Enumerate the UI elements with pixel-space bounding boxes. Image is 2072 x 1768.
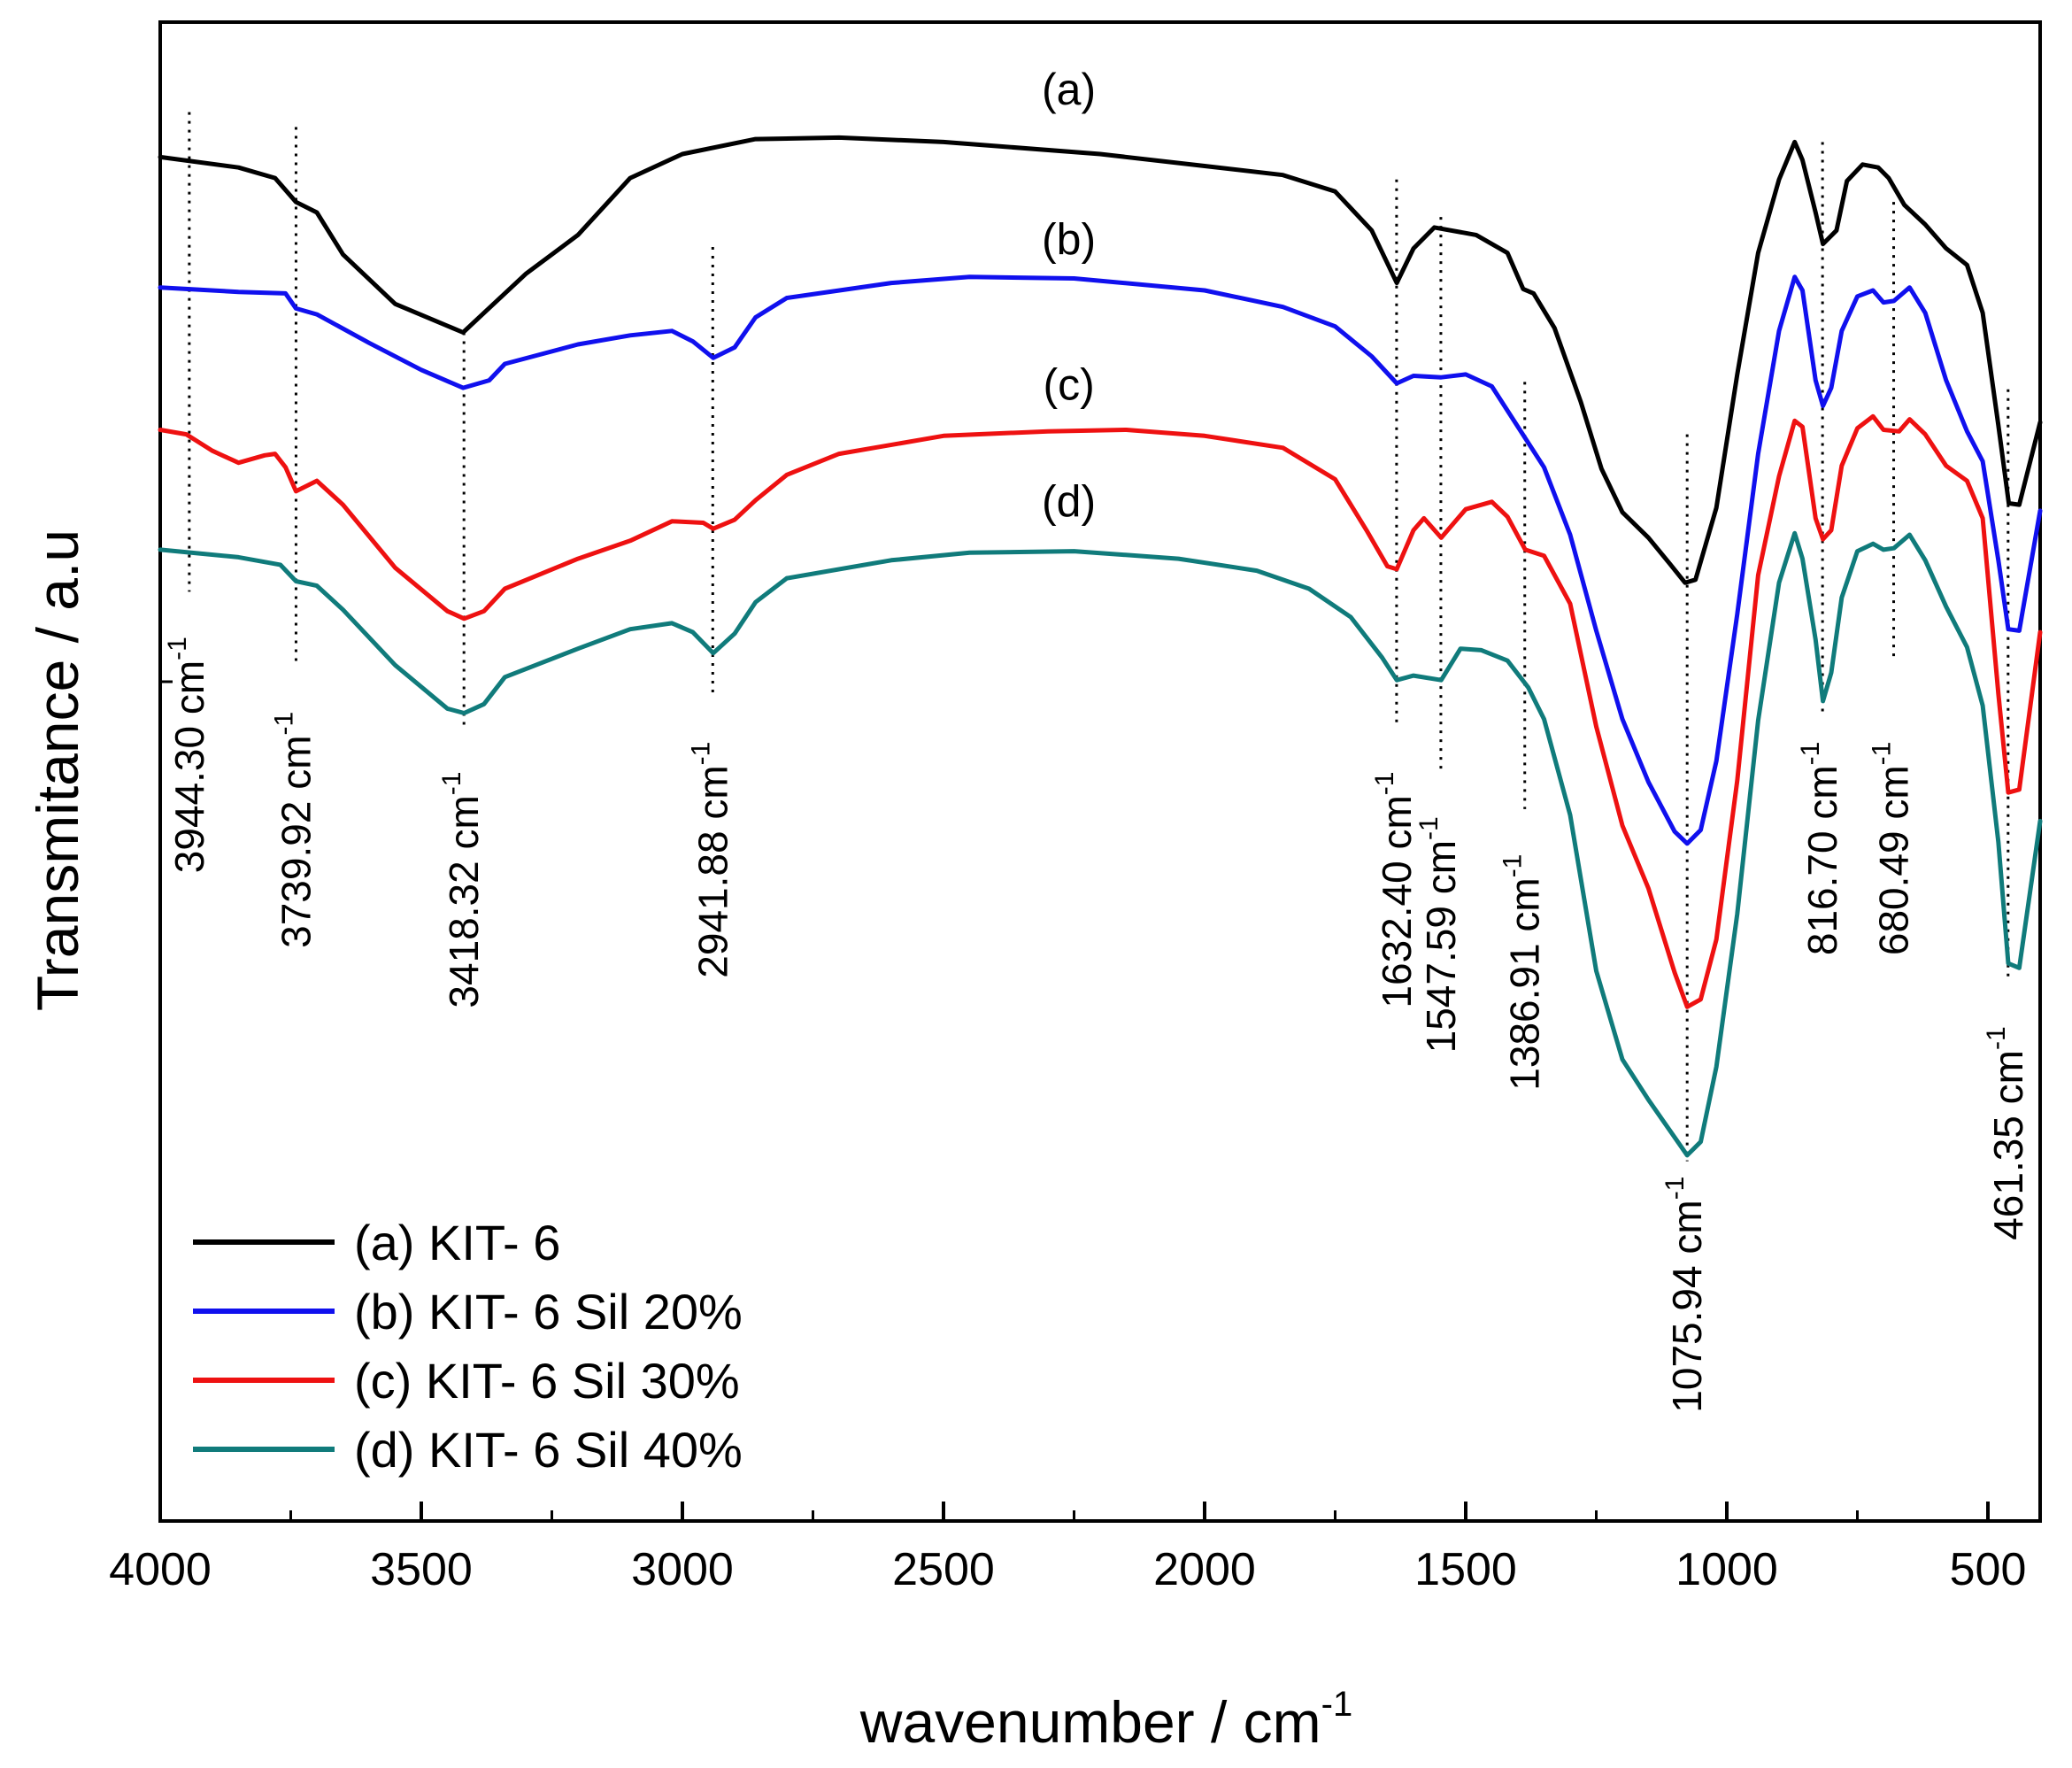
peak-annotations: 3944.30 cm-1 3739.92 cm-1 3418.32 cm-1 2941… xyxy=(163,112,2031,1413)
peak-label: 1386.91 cm-1 xyxy=(1498,854,1548,1091)
legend-entry-label: (a) KIT- 6 xyxy=(354,1215,560,1270)
legend-entry-label: (c) KIT- 6 Sil 30% xyxy=(354,1353,740,1409)
x-tick-label: 500 xyxy=(1950,1544,2027,1595)
legend: (a) KIT- 6 (b) KIT- 6 Sil 20% (c) KIT- 6 S… xyxy=(193,1215,743,1478)
series-line-b xyxy=(158,274,2043,846)
curve-labels: (a) (b) (c) (d) xyxy=(1042,65,1096,527)
y-axis-title: Transmitance / a.u xyxy=(25,529,90,1011)
peak-label: 680.49 cm-1 xyxy=(1868,742,1917,955)
series-line-c xyxy=(158,413,2043,1009)
x-tick-label: 1500 xyxy=(1414,1544,1517,1595)
x-tick-label: 2000 xyxy=(1153,1544,1256,1595)
x-tick-label: 3500 xyxy=(370,1544,473,1595)
plot-frame xyxy=(158,20,2042,1523)
x-tick-label: 3000 xyxy=(631,1544,734,1595)
legend-entry-label: (d) KIT- 6 Sil 40% xyxy=(354,1422,743,1478)
legend-entry-label: (b) KIT- 6 Sil 20% xyxy=(354,1284,743,1340)
curve-tag-label: (a) xyxy=(1042,65,1096,114)
plot-border xyxy=(158,20,2042,1523)
series-lines xyxy=(158,135,2043,1158)
series-line-d xyxy=(158,530,2043,1158)
x-axis-ticks: 4000 3500 3000 2500 2000 1500 1000 500 xyxy=(109,680,2027,1595)
peak-label: 461.35 cm-1 xyxy=(1982,1026,2031,1239)
peak-label: 1547.59 cm-1 xyxy=(1414,816,1464,1053)
peak-label: 816.70 cm-1 xyxy=(1796,742,1845,955)
x-tick-label: 1000 xyxy=(1675,1544,1778,1595)
peak-label: 3418.32 cm-1 xyxy=(437,772,487,1008)
peak-label: 3944.30 cm-1 xyxy=(163,637,212,873)
x-tick-label: 2500 xyxy=(892,1544,995,1595)
curve-tag-label: (d) xyxy=(1042,477,1096,527)
x-tick-label: 4000 xyxy=(109,1544,212,1595)
peak-label: 1075.94 cm-1 xyxy=(1660,1177,1710,1413)
series-line-a xyxy=(158,135,2043,585)
peak-label: 3739.92 cm-1 xyxy=(269,712,319,948)
curve-tag-label: (b) xyxy=(1042,214,1096,264)
x-axis-title: wavenumber / cm-1 xyxy=(859,1685,1352,1755)
peak-label: 2941.88 cm-1 xyxy=(686,742,736,978)
curve-tag-label: (c) xyxy=(1043,360,1094,410)
peak-label: 1632.40 cm-1 xyxy=(1370,772,1420,1008)
